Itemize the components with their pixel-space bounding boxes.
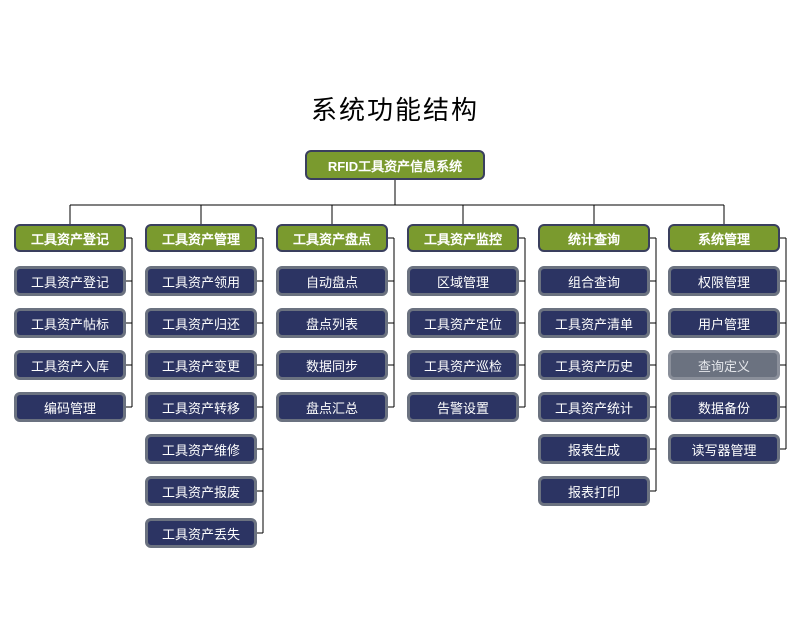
leaf-node: 区域管理 [407,266,519,296]
leaf-node: 工具资产巡检 [407,350,519,380]
leaf-node: 工具资产丢失 [145,518,257,548]
leaf-node: 工具资产登记 [14,266,126,296]
category-node: 工具资产管理 [145,224,257,252]
leaf-node: 工具资产变更 [145,350,257,380]
leaf-node: 告警设置 [407,392,519,422]
leaf-node: 工具资产入库 [14,350,126,380]
leaf-node: 工具资产维修 [145,434,257,464]
leaf-node: 报表生成 [538,434,650,464]
leaf-node: 数据同步 [276,350,388,380]
leaf-node: 用户管理 [668,308,780,338]
category-node: 统计查询 [538,224,650,252]
leaf-node: 工具资产定位 [407,308,519,338]
leaf-node: 工具资产清单 [538,308,650,338]
category-node: 工具资产监控 [407,224,519,252]
leaf-node: 工具资产报废 [145,476,257,506]
leaf-node: 报表打印 [538,476,650,506]
leaf-node: 工具资产归还 [145,308,257,338]
category-node: 工具资产盘点 [276,224,388,252]
leaf-node: 工具资产历史 [538,350,650,380]
category-node: 系统管理 [668,224,780,252]
leaf-node: 盘点列表 [276,308,388,338]
root-node: RFID工具资产信息系统 [305,150,485,180]
leaf-node: 查询定义 [668,350,780,380]
diagram-title: 系统功能结构 [0,90,790,127]
leaf-node: 数据备份 [668,392,780,422]
leaf-node: 读写器管理 [668,434,780,464]
category-node: 工具资产登记 [14,224,126,252]
leaf-node: 组合查询 [538,266,650,296]
leaf-node: 工具资产帖标 [14,308,126,338]
leaf-node: 自动盘点 [276,266,388,296]
leaf-node: 工具资产统计 [538,392,650,422]
leaf-node: 权限管理 [668,266,780,296]
leaf-node: 工具资产转移 [145,392,257,422]
leaf-node: 盘点汇总 [276,392,388,422]
leaf-node: 工具资产领用 [145,266,257,296]
leaf-node: 编码管理 [14,392,126,422]
